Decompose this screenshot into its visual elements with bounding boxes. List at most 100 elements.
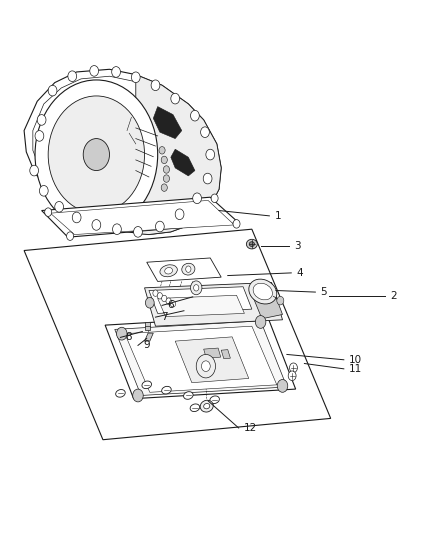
Circle shape — [155, 221, 164, 232]
Circle shape — [203, 173, 212, 184]
Ellipse shape — [165, 268, 173, 274]
Text: 9: 9 — [143, 341, 150, 350]
Circle shape — [161, 184, 167, 191]
Ellipse shape — [116, 390, 125, 397]
Polygon shape — [175, 337, 249, 383]
Ellipse shape — [186, 266, 191, 272]
Ellipse shape — [48, 96, 145, 213]
Circle shape — [113, 224, 121, 235]
Polygon shape — [42, 197, 239, 237]
Circle shape — [131, 72, 140, 83]
Circle shape — [151, 80, 160, 91]
Circle shape — [196, 354, 215, 378]
Circle shape — [193, 193, 201, 204]
Ellipse shape — [160, 265, 177, 277]
Ellipse shape — [35, 80, 158, 229]
Circle shape — [290, 363, 297, 373]
Circle shape — [277, 379, 288, 392]
Polygon shape — [105, 316, 296, 399]
Polygon shape — [24, 229, 331, 440]
Circle shape — [175, 209, 184, 220]
Ellipse shape — [162, 386, 171, 394]
Ellipse shape — [184, 392, 193, 399]
Circle shape — [30, 165, 39, 176]
Circle shape — [211, 194, 218, 203]
Polygon shape — [115, 321, 287, 395]
Text: 11: 11 — [349, 364, 362, 374]
Polygon shape — [24, 69, 221, 235]
Circle shape — [134, 227, 142, 237]
Circle shape — [92, 220, 101, 230]
Ellipse shape — [182, 263, 195, 275]
Polygon shape — [136, 75, 221, 235]
Ellipse shape — [249, 241, 254, 246]
Polygon shape — [158, 295, 244, 317]
Circle shape — [37, 115, 46, 125]
Circle shape — [112, 67, 120, 77]
Polygon shape — [204, 348, 221, 358]
Circle shape — [162, 295, 167, 302]
Polygon shape — [153, 107, 182, 139]
Text: 7: 7 — [161, 312, 167, 322]
Circle shape — [163, 175, 170, 182]
Circle shape — [35, 131, 44, 141]
Circle shape — [171, 93, 180, 104]
Text: 2: 2 — [391, 291, 397, 301]
Circle shape — [201, 127, 209, 138]
Circle shape — [191, 281, 202, 295]
Circle shape — [201, 361, 210, 372]
Polygon shape — [149, 287, 252, 313]
Circle shape — [191, 110, 199, 121]
Polygon shape — [125, 326, 277, 392]
Circle shape — [166, 298, 171, 304]
Ellipse shape — [246, 239, 257, 249]
Text: 3: 3 — [294, 241, 301, 251]
Ellipse shape — [83, 139, 110, 171]
Circle shape — [159, 147, 165, 154]
Polygon shape — [145, 322, 150, 330]
Text: 10: 10 — [349, 355, 362, 365]
Circle shape — [153, 290, 158, 296]
Circle shape — [133, 389, 143, 402]
Polygon shape — [50, 200, 234, 235]
Circle shape — [55, 201, 64, 212]
Polygon shape — [33, 76, 211, 228]
Circle shape — [206, 149, 215, 160]
Circle shape — [67, 232, 74, 240]
Ellipse shape — [210, 396, 219, 403]
Polygon shape — [145, 282, 283, 326]
Polygon shape — [250, 285, 283, 319]
Ellipse shape — [249, 279, 277, 304]
Circle shape — [161, 156, 167, 164]
Ellipse shape — [200, 400, 213, 412]
Text: 1: 1 — [275, 211, 281, 221]
Circle shape — [68, 71, 77, 82]
Circle shape — [277, 296, 284, 305]
Text: 6: 6 — [167, 301, 174, 310]
Text: 4: 4 — [297, 268, 303, 278]
Circle shape — [90, 66, 99, 76]
Ellipse shape — [253, 283, 272, 300]
Circle shape — [39, 185, 48, 196]
Ellipse shape — [190, 404, 200, 411]
Circle shape — [170, 301, 176, 307]
Circle shape — [163, 166, 170, 173]
Polygon shape — [147, 258, 221, 281]
Polygon shape — [171, 149, 195, 176]
Circle shape — [255, 316, 266, 328]
Circle shape — [117, 327, 127, 340]
Polygon shape — [221, 350, 230, 359]
Polygon shape — [145, 333, 153, 341]
Circle shape — [72, 212, 81, 223]
Ellipse shape — [142, 381, 152, 389]
Circle shape — [48, 85, 57, 96]
Circle shape — [145, 297, 154, 308]
Circle shape — [288, 371, 296, 381]
Circle shape — [233, 220, 240, 228]
Ellipse shape — [204, 403, 210, 409]
Text: 12: 12 — [244, 423, 257, 433]
Text: 5: 5 — [321, 287, 327, 297]
Circle shape — [194, 285, 199, 291]
Text: 8: 8 — [126, 333, 132, 342]
Circle shape — [45, 208, 52, 216]
